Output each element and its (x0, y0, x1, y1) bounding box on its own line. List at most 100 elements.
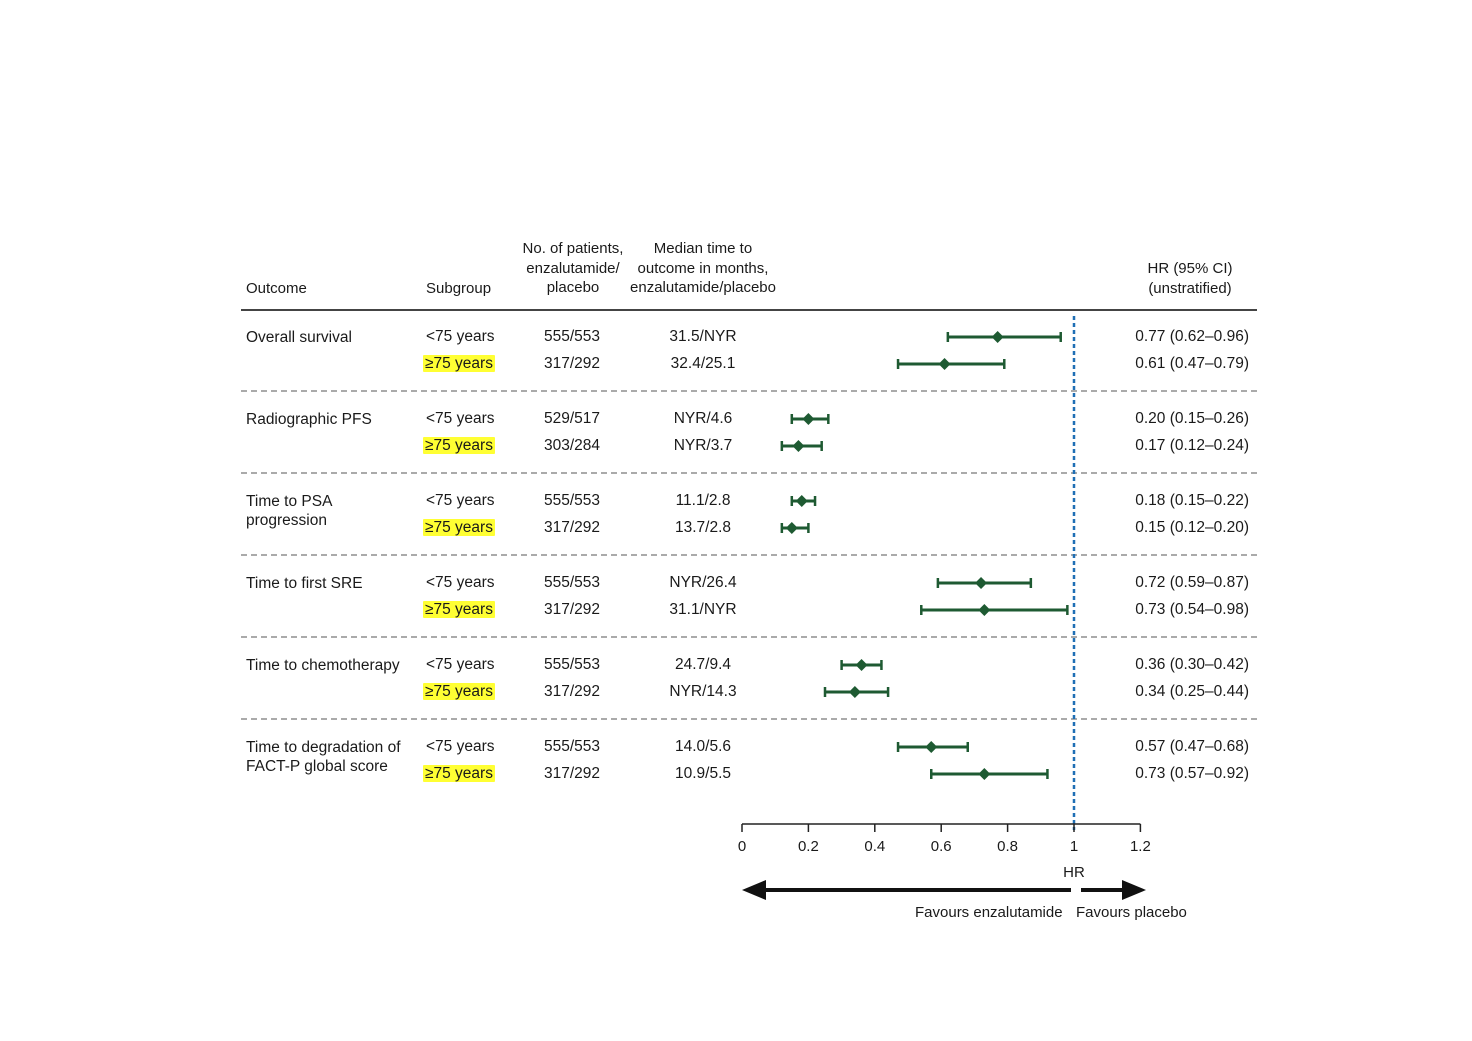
highlighted-subgroup-text: ≥75 years (423, 519, 495, 536)
median-time: NYR/14.3 (669, 683, 737, 700)
median-time: 31.5/NYR (669, 328, 737, 345)
subgroup-text: <75 years (426, 410, 495, 427)
patients-count: 555/553 (544, 656, 601, 673)
hr-point-marker (925, 741, 938, 753)
subgroup-label: ≥75 years (423, 437, 495, 455)
subgroup-label: <75 years (426, 574, 495, 592)
patients-count: 555/553 (544, 492, 601, 509)
hr-ci-value: 0.57 (0.47–0.68) (1135, 738, 1249, 755)
highlighted-subgroup-text: ≥75 years (423, 355, 495, 372)
x-tick-label: 0.2 (798, 838, 819, 855)
subgroup-label: ≥75 years (423, 601, 495, 619)
hr-point-marker (848, 686, 861, 698)
favours-right-arrowhead (1122, 880, 1146, 900)
subgroup-label: <75 years (426, 656, 495, 674)
x-tick-label: 0.4 (864, 838, 885, 855)
hr-point-marker (795, 495, 808, 507)
outcome-label: Time to chemotherapy (246, 657, 400, 674)
highlighted-subgroup-text: ≥75 years (423, 683, 495, 700)
group-separator (241, 718, 1257, 720)
hr-point-marker (978, 768, 991, 780)
outcome-label: Time to PSA progression (246, 493, 333, 529)
group-separator (241, 390, 1257, 392)
median-time: 11.1/2.8 (675, 492, 731, 509)
subgroup-label: ≥75 years (423, 765, 495, 783)
x-tick-label: 1.2 (1130, 838, 1151, 855)
group-separator (241, 472, 1257, 474)
x-tick-label: 0.6 (931, 838, 952, 855)
patients-count: 317/292 (544, 519, 601, 536)
x-axis-title: HR (1063, 864, 1085, 881)
subgroup-label: <75 years (426, 328, 495, 346)
subgroup-label: <75 years (426, 492, 495, 510)
median-time: 14.0/5.6 (674, 738, 732, 755)
patients-count: 555/553 (544, 328, 601, 345)
outcome-label: Time to degradation of FACT-P global sco… (246, 739, 401, 775)
patients-count: 303/284 (544, 437, 601, 454)
subgroup-text: <75 years (426, 656, 495, 673)
subgroup-label: <75 years (426, 410, 495, 428)
subgroup-text: <75 years (426, 328, 495, 345)
median-time: NYR/4.6 (673, 410, 733, 427)
header-outcome: Outcome (246, 280, 307, 297)
favours-left-arrowhead (742, 880, 766, 900)
hr-ci-value: 0.77 (0.62–0.96) (1135, 328, 1249, 345)
x-tick-label: 1 (1070, 838, 1078, 855)
hr-ci-value: 0.72 (0.59–0.87) (1135, 574, 1249, 591)
highlighted-subgroup-text: ≥75 years (423, 765, 495, 782)
subgroup-label: ≥75 years (423, 355, 495, 373)
hr-ci-value: 0.18 (0.15–0.22) (1135, 492, 1249, 509)
header-subgroup: Subgroup (426, 280, 492, 297)
header-hr: HR (95% CI) (unstratified) (1147, 260, 1233, 297)
x-tick-label: 0.8 (997, 838, 1018, 855)
group-separator (241, 636, 1257, 638)
outcome-label: Time to first SRE (246, 575, 363, 592)
hr-point-marker (785, 522, 798, 534)
hr-point-marker (991, 331, 1004, 343)
subgroup-text: <75 years (426, 574, 495, 591)
hr-ci-value: 0.36 (0.30–0.42) (1135, 656, 1249, 673)
group-separator (241, 554, 1257, 556)
hr-ci-value: 0.61 (0.47–0.79) (1135, 355, 1249, 372)
highlighted-subgroup-text: ≥75 years (423, 437, 495, 454)
hr-point-marker (938, 358, 951, 370)
median-time: 32.4/25.1 (670, 355, 736, 372)
subgroup-label: ≥75 years (423, 519, 495, 537)
hr-ci-value: 0.73 (0.54–0.98) (1135, 601, 1249, 618)
median-time: 10.9/5.5 (674, 765, 732, 782)
subgroup-text: <75 years (426, 738, 495, 755)
header-patients: No. of patients, enzalutamide/ placebo (522, 240, 624, 296)
patients-count: 555/553 (544, 738, 601, 755)
favours-right-label: Favours placebo (1076, 904, 1187, 921)
hr-point-marker (978, 604, 991, 616)
header-rule (241, 309, 1257, 311)
hr-ci-value: 0.73 (0.57–0.92) (1135, 765, 1249, 782)
x-tick-label: 0 (738, 838, 746, 855)
hr-ci-value: 0.34 (0.25–0.44) (1135, 683, 1249, 700)
hr-ci-value: 0.17 (0.12–0.24) (1135, 437, 1249, 454)
outcome-label: Radiographic PFS (246, 411, 372, 428)
patients-count: 555/553 (544, 574, 601, 591)
hr-ci-value: 0.20 (0.15–0.26) (1135, 410, 1249, 427)
patients-count: 317/292 (544, 683, 601, 700)
outcome-label: Overall survival (246, 329, 352, 346)
header-median: Median time to outcome in months, enzalu… (630, 240, 776, 296)
subgroup-label: ≥75 years (423, 683, 495, 701)
highlighted-subgroup-text: ≥75 years (423, 601, 495, 618)
median-time: 31.1/NYR (669, 601, 737, 618)
hr-ci-value: 0.15 (0.12–0.20) (1135, 519, 1249, 536)
patients-count: 317/292 (544, 601, 601, 618)
median-time: 13.7/2.8 (674, 519, 732, 536)
favours-left-label: Favours enzalutamide (915, 904, 1063, 921)
patients-count: 317/292 (544, 765, 601, 782)
hr-point-marker (975, 577, 988, 589)
hr-point-marker (855, 659, 868, 671)
median-time: NYR/3.7 (673, 437, 733, 454)
median-time: 24.7/9.4 (674, 656, 732, 673)
subgroup-text: <75 years (426, 492, 495, 509)
hr-point-marker (802, 413, 815, 425)
median-time: NYR/26.4 (669, 574, 737, 591)
patients-count: 529/517 (544, 410, 601, 427)
hr-point-marker (792, 440, 805, 452)
